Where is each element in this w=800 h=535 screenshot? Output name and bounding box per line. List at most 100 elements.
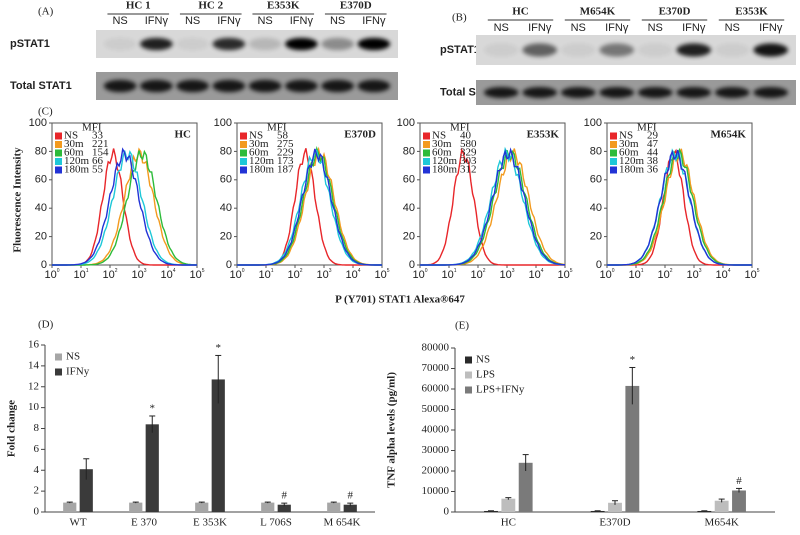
x-tick-label: L 706S bbox=[260, 517, 292, 529]
legend-swatch bbox=[55, 133, 62, 140]
x-tick-exponent: 0 bbox=[425, 268, 428, 274]
y-tick-label: 80 bbox=[403, 145, 415, 157]
x-tick-label: 105 bbox=[744, 268, 759, 281]
bar bbox=[732, 490, 746, 512]
bar bbox=[129, 503, 142, 512]
y-tick-label: 40 bbox=[590, 202, 602, 214]
x-tick-base: 10 bbox=[316, 269, 328, 281]
legend-swatch bbox=[465, 372, 472, 379]
legend-swatch bbox=[423, 158, 430, 165]
x-tick-exponent: 1 bbox=[86, 268, 89, 274]
y-tick-label: 20 bbox=[403, 231, 415, 243]
x-tick-base: 10 bbox=[131, 269, 143, 281]
panel-label: (E) bbox=[455, 320, 469, 332]
lane-label: NS bbox=[571, 22, 586, 34]
x-tick-exponent: 4 bbox=[541, 268, 544, 274]
x-tick-base: 10 bbox=[345, 269, 357, 281]
y-axis-label: Fluorescence Intensity bbox=[12, 147, 24, 253]
group-label: HC 1 bbox=[126, 0, 151, 12]
y-tick-label: 80 bbox=[590, 145, 602, 157]
legend-swatch bbox=[55, 141, 62, 148]
x-tick-label: M654K bbox=[705, 517, 739, 529]
bar bbox=[63, 503, 76, 512]
y-tick-label: 40 bbox=[220, 202, 232, 214]
group-label: E370D bbox=[659, 6, 691, 18]
blot-band bbox=[104, 80, 137, 92]
legend-swatch bbox=[423, 133, 430, 140]
blot-band bbox=[140, 38, 173, 50]
lane-label: IFNγ bbox=[605, 22, 629, 34]
x-tick-exponent: 5 bbox=[202, 268, 205, 274]
legend-mfi: 55 bbox=[92, 164, 104, 176]
x-tick-base: 10 bbox=[160, 269, 172, 281]
panel-label: (D) bbox=[38, 319, 54, 331]
plot-title: E370D bbox=[344, 129, 376, 141]
x-tick-label: 103 bbox=[499, 268, 514, 281]
x-tick-label: 102 bbox=[287, 268, 302, 281]
blot-band bbox=[599, 43, 634, 56]
significance-mark: # bbox=[736, 475, 742, 487]
significance-mark: # bbox=[348, 490, 354, 502]
x-tick-label: 104 bbox=[160, 268, 175, 281]
y-tick-label: 80000 bbox=[422, 342, 450, 354]
legend-label: LPS bbox=[476, 369, 495, 381]
plot-title: E353K bbox=[527, 129, 560, 141]
x-tick-exponent: 5 bbox=[387, 268, 390, 274]
y-axis-label: TNF alpha levels (pg/ml) bbox=[386, 372, 398, 488]
x-tick-label: 101 bbox=[628, 268, 643, 281]
y-tick-label: 16 bbox=[28, 339, 40, 351]
x-tick-exponent: 4 bbox=[173, 268, 176, 274]
y-tick-label: 80 bbox=[35, 145, 47, 157]
plot-title: M654K bbox=[711, 129, 747, 141]
x-tick-label: WT bbox=[69, 517, 86, 529]
legend-swatch bbox=[610, 158, 617, 165]
x-tick-exponent: 4 bbox=[728, 268, 731, 274]
lane-label: NS bbox=[112, 15, 127, 27]
blot-band bbox=[249, 38, 282, 50]
blot-band bbox=[321, 80, 354, 92]
blot-band bbox=[561, 87, 596, 98]
y-tick-label: 30000 bbox=[422, 444, 450, 456]
y-tick-label: 6 bbox=[34, 443, 40, 455]
x-tick-label: 103 bbox=[686, 268, 701, 281]
x-tick-label: 104 bbox=[528, 268, 543, 281]
x-tick-base: 10 bbox=[657, 269, 669, 281]
blot-band bbox=[638, 43, 673, 56]
x-tick-label: 103 bbox=[131, 268, 146, 281]
blot-band bbox=[176, 80, 209, 92]
bar bbox=[327, 503, 340, 512]
blot-band bbox=[522, 43, 557, 56]
group-label: E370D bbox=[340, 0, 372, 12]
legend-condition: 180m bbox=[249, 164, 275, 176]
x-tick-label: HC bbox=[501, 517, 516, 529]
blot-band bbox=[249, 80, 282, 92]
lane-label: NS bbox=[725, 22, 740, 34]
row-label: pSTAT1 bbox=[10, 38, 50, 50]
x-tick-label: 105 bbox=[189, 268, 204, 281]
y-tick-label: 100 bbox=[397, 117, 415, 129]
legend-swatch bbox=[55, 158, 62, 165]
legend-swatch bbox=[240, 133, 247, 140]
y-tick-label: 60 bbox=[35, 174, 47, 186]
x-tick-base: 10 bbox=[557, 269, 569, 281]
blot-band bbox=[213, 80, 246, 92]
x-tick-base: 10 bbox=[374, 269, 386, 281]
blot-band bbox=[484, 87, 519, 98]
legend-swatch bbox=[55, 150, 62, 157]
blot-band bbox=[522, 87, 557, 98]
panel-label: (B) bbox=[452, 12, 467, 24]
y-tick-label: 60 bbox=[590, 174, 602, 186]
legend-label: LPS+IFNy bbox=[476, 384, 525, 396]
x-tick-base: 10 bbox=[599, 269, 611, 281]
x-tick-exponent: 2 bbox=[115, 268, 118, 274]
y-tick-label: 20 bbox=[590, 231, 602, 243]
bar bbox=[501, 499, 515, 512]
x-tick-base: 10 bbox=[628, 269, 640, 281]
legend-swatch bbox=[610, 167, 617, 174]
blot-band bbox=[715, 43, 750, 56]
group-label: HC bbox=[512, 6, 529, 18]
y-axis-label: Fold change bbox=[6, 400, 18, 457]
x-tick-label: 101 bbox=[258, 268, 273, 281]
